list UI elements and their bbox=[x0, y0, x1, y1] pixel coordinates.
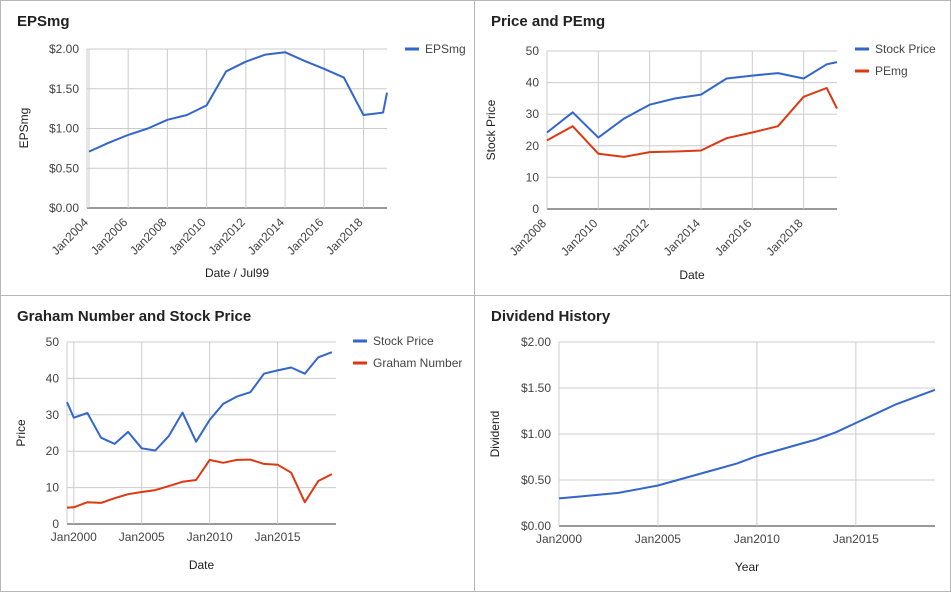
y-tick-label: $0.00 bbox=[49, 201, 79, 215]
y-tick-label: 20 bbox=[46, 444, 60, 458]
y-tick-label: 20 bbox=[526, 139, 540, 153]
y-axis-title: Price bbox=[14, 419, 28, 447]
y-tick-label: $2.00 bbox=[49, 42, 79, 56]
chart-title: Price and PEmg bbox=[491, 13, 606, 30]
y-tick-label: 0 bbox=[532, 202, 539, 216]
y-tick-label: $0.00 bbox=[521, 519, 551, 533]
legend-label: Graham Number bbox=[373, 356, 462, 370]
y-tick-label: $1.00 bbox=[49, 122, 79, 136]
x-tick-label: Jan2014 bbox=[245, 215, 288, 258]
x-tick-label: Jan2005 bbox=[119, 530, 165, 544]
series-line bbox=[88, 51, 388, 153]
y-tick-label: 30 bbox=[46, 408, 60, 422]
y-axis-title: Stock Price bbox=[484, 99, 498, 160]
x-axis-title: Date / Jul99 bbox=[205, 266, 269, 280]
x-tick-label: Jan2012 bbox=[205, 215, 248, 258]
chart-panel-epsmg: EPSmg $0.00 $0.50 $1.00 $1.50 $2.00 Jan2004 Ja… bbox=[0, 0, 475, 296]
x-tick-label: Jan2008 bbox=[127, 215, 170, 258]
legend-label: Stock Price bbox=[875, 42, 936, 56]
y-axis-title: Dividend bbox=[488, 411, 502, 458]
x-tick-label: Jan2018 bbox=[323, 215, 366, 258]
x-tick-label: Jan2006 bbox=[88, 215, 131, 258]
x-tick-label: Jan2014 bbox=[661, 216, 704, 259]
epsmg-chart: $0.00$0.50$1.00$1.50$2.00Jan2004Jan2006J… bbox=[17, 42, 466, 280]
y-tick-label: $0.50 bbox=[521, 473, 551, 487]
y-tick-label: 50 bbox=[526, 44, 540, 58]
x-tick-label: Jan2018 bbox=[763, 216, 806, 259]
series-line bbox=[546, 61, 838, 139]
y-tick-label: 10 bbox=[46, 481, 60, 495]
y-tick-label: 40 bbox=[526, 76, 540, 90]
chart-title: EPSmg bbox=[17, 13, 70, 30]
y-tick-label: 0 bbox=[52, 517, 59, 531]
y-tick-label: $1.50 bbox=[49, 82, 79, 96]
x-tick-label: Jan2005 bbox=[635, 532, 681, 546]
x-axis-title: Date bbox=[189, 558, 215, 572]
y-tick-label: $1.00 bbox=[521, 427, 551, 441]
chart-panel-dividend: Dividend History $0.00 $0.50 $1.00 $1.50 $2.… bbox=[474, 295, 951, 592]
legend-label: Stock Price bbox=[373, 334, 434, 348]
chart-title: Dividend History bbox=[491, 308, 611, 325]
y-axis-title: EPSmg bbox=[17, 108, 31, 149]
chart-panel-price-pemg: Price and PEmg 0 10 20 30 40 50 Jan2008 Jan2010… bbox=[474, 0, 951, 296]
y-tick-label: $2.00 bbox=[521, 335, 551, 349]
x-tick-label: Jan2010 bbox=[187, 530, 233, 544]
legend-label: PEmg bbox=[875, 64, 908, 78]
series-line bbox=[66, 458, 333, 509]
y-tick-label: $1.50 bbox=[521, 381, 551, 395]
y-tick-label: 40 bbox=[46, 371, 60, 385]
x-axis-title: Date bbox=[679, 268, 705, 282]
x-tick-label: Jan2010 bbox=[558, 216, 601, 259]
x-tick-label: Jan2008 bbox=[507, 216, 550, 259]
x-tick-label: Jan2016 bbox=[284, 215, 327, 258]
y-tick-label: 50 bbox=[46, 335, 60, 349]
series-line bbox=[558, 388, 936, 500]
x-tick-label: Jan2015 bbox=[255, 530, 301, 544]
y-tick-label: 30 bbox=[526, 107, 540, 121]
chart-panel-graham: Graham Number and Stock Price 0 10 20 30 40 5… bbox=[0, 295, 475, 592]
x-tick-label: Jan2016 bbox=[712, 216, 755, 259]
y-tick-label: 10 bbox=[526, 170, 540, 184]
x-tick-label: Jan2012 bbox=[609, 216, 652, 259]
x-tick-label: Jan2000 bbox=[536, 532, 582, 546]
x-tick-label: Jan2010 bbox=[734, 532, 780, 546]
x-tick-label: Jan2015 bbox=[833, 532, 879, 546]
chart-title: Graham Number and Stock Price bbox=[17, 308, 252, 325]
x-axis-title: Year bbox=[735, 560, 759, 574]
x-tick-label: Jan2010 bbox=[166, 215, 209, 258]
x-tick-label: Jan2004 bbox=[49, 215, 92, 258]
dividend-chart: $0.00 $0.50 $1.00 $1.50 $2.00 Jan2000 Jan2005 J… bbox=[488, 335, 936, 574]
legend-label: EPSmg bbox=[425, 42, 466, 56]
series-line bbox=[66, 351, 333, 452]
x-tick-label: Jan2000 bbox=[51, 530, 97, 544]
series-line bbox=[546, 87, 838, 158]
y-tick-label: $0.50 bbox=[49, 161, 79, 175]
graham-chart: 0 10 20 30 40 50 Jan2000 Jan2005 Jan2010 Jan2015 D… bbox=[14, 334, 462, 572]
